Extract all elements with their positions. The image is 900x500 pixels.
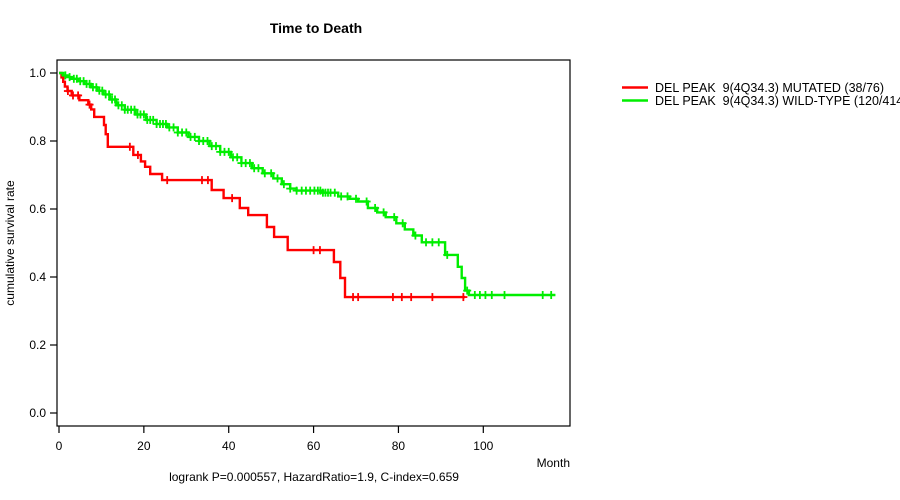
stats-annotation: logrank P=0.000557, HazardRatio=1.9, C-i… xyxy=(169,470,459,484)
y-tick-label: 0.8 xyxy=(29,134,46,148)
x-tick-label: 80 xyxy=(392,439,406,453)
x-tick-label: 0 xyxy=(56,439,63,453)
x-tick-label: 40 xyxy=(222,439,236,453)
legend: DEL PEAK 9(4Q34.3) MUTATED (38/76) DEL P… xyxy=(622,81,900,108)
x-tick-label: 100 xyxy=(473,439,493,453)
y-tick-label: 0.2 xyxy=(29,338,46,352)
y-tick-label: 0.6 xyxy=(29,202,46,216)
survival-curve-wildtype xyxy=(59,71,556,297)
chart-geometry: 0 20 40 60 80 100 0.0 0.2 0.4 0.6 0.8 1.0 xyxy=(29,59,571,453)
y-axis-title: cumulative survival rate xyxy=(3,180,17,306)
y-tick-label: 0.4 xyxy=(29,270,46,284)
survival-curve-mutated xyxy=(59,71,466,299)
x-axis-title: Month xyxy=(537,456,570,470)
y-tick-label: 0.0 xyxy=(29,406,46,420)
x-tick-label: 20 xyxy=(137,439,151,453)
x-tick-label: 60 xyxy=(307,439,321,453)
y-tick-label: 1.0 xyxy=(29,66,46,80)
chart-title: Time to Death xyxy=(270,20,362,36)
legend-label-mutated: DEL PEAK 9(4Q34.3) MUTATED (38/76) xyxy=(655,81,884,95)
legend-label-wildtype: DEL PEAK 9(4Q34.3) WILD-TYPE (120/414) xyxy=(655,94,900,108)
